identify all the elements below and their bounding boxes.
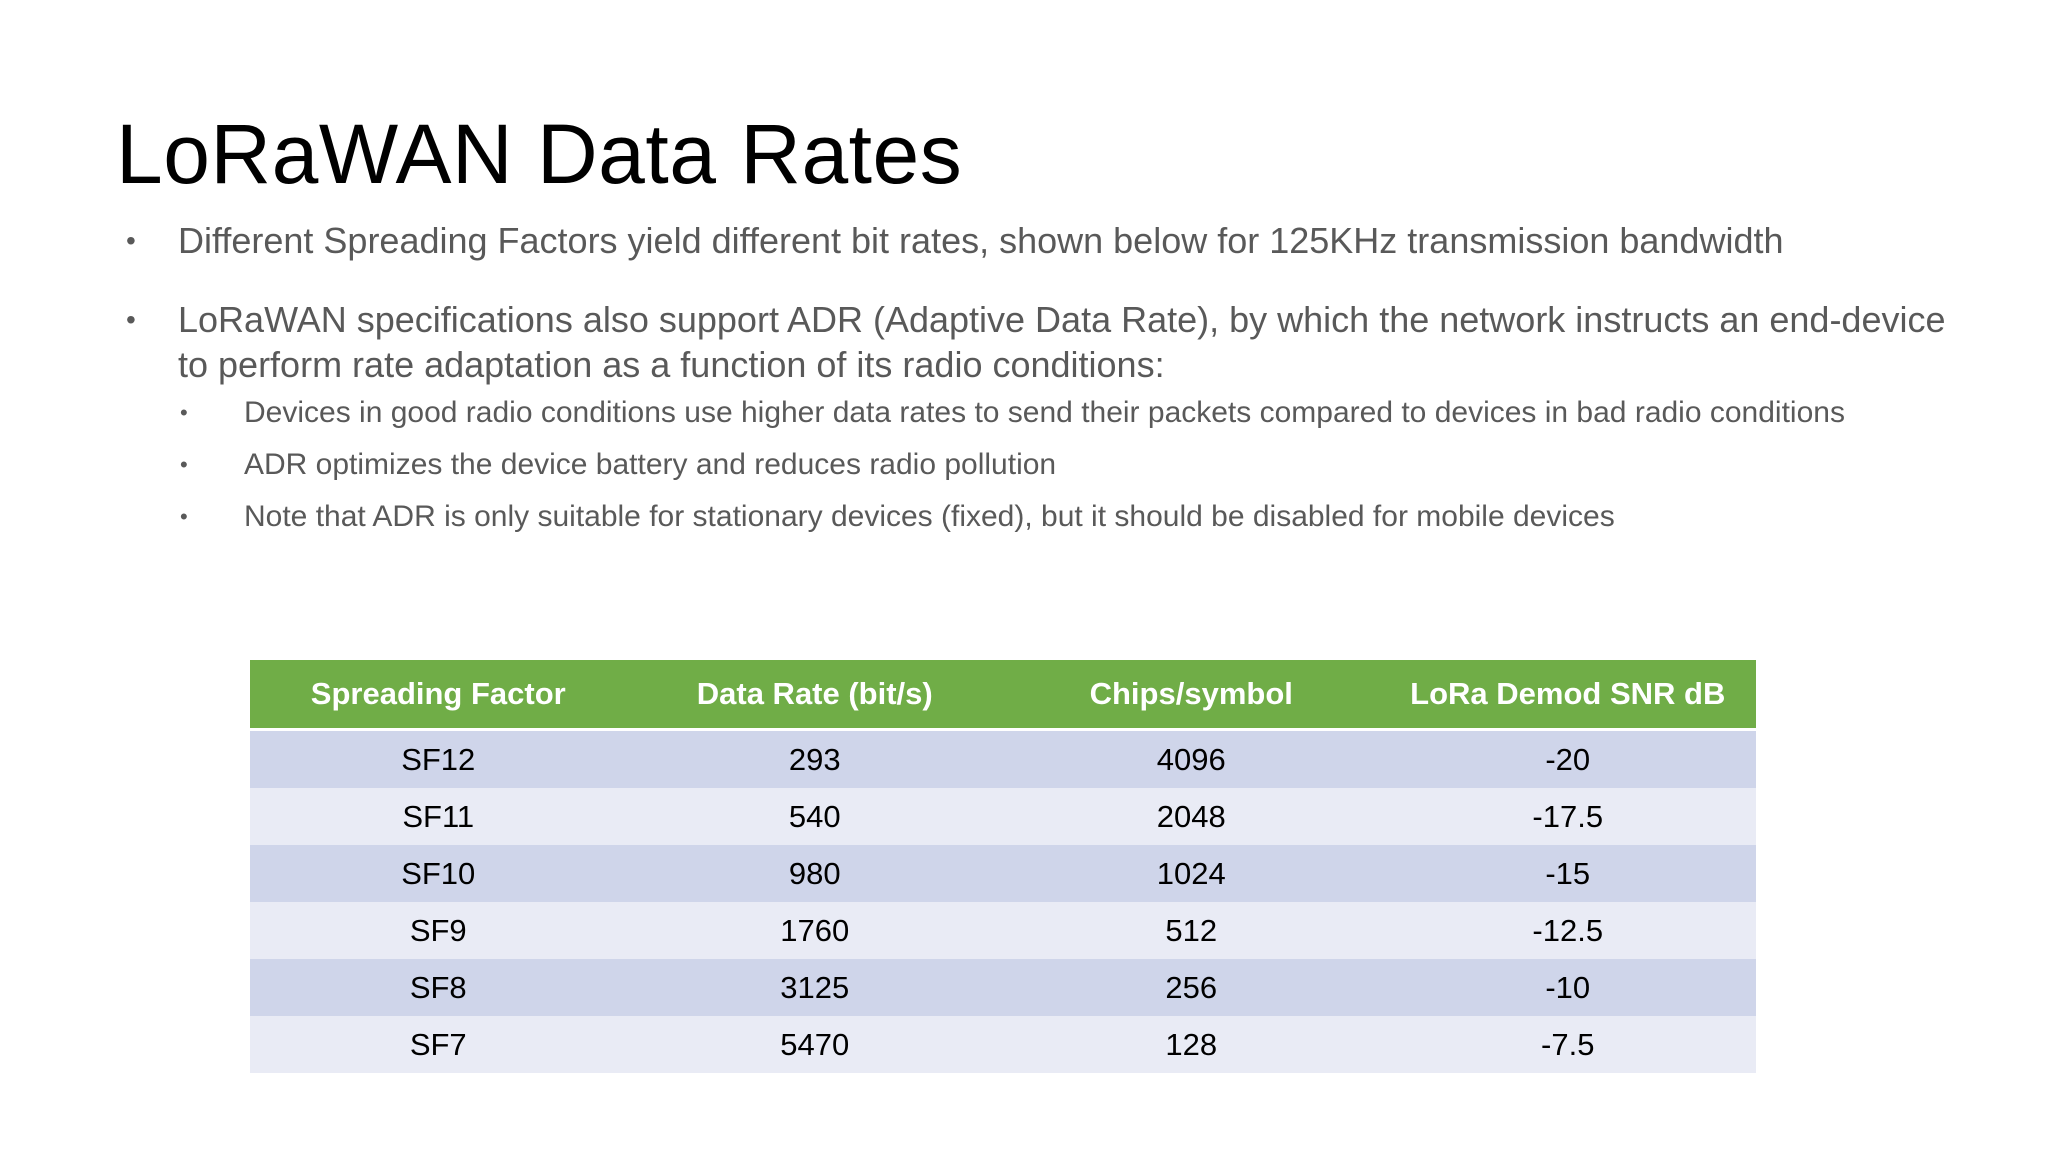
cell-snr: -7.5 <box>1379 1016 1756 1073</box>
data-rate-table: Spreading Factor Data Rate (bit/s) Chips… <box>250 660 1756 1073</box>
cell-chips-symbol: 2048 <box>1003 788 1380 845</box>
cell-snr: -20 <box>1379 729 1756 788</box>
table-row: SF9 1760 512 -12.5 <box>250 902 1756 959</box>
cell-data-rate: 293 <box>626 729 1003 788</box>
sub-bullet-text: Note that ADR is only suitable for stati… <box>244 500 1615 533</box>
sub-bullet-item: • Note that ADR is only suitable for sta… <box>178 497 1980 537</box>
sub-bullet-text: Devices in good radio conditions use hig… <box>244 396 1845 429</box>
cell-snr: -15 <box>1379 845 1756 902</box>
cell-chips-symbol: 512 <box>1003 902 1380 959</box>
header-snr: LoRa Demod SNR dB <box>1379 660 1756 731</box>
bullet-item: • Different Spreading Factors yield diff… <box>120 218 1980 263</box>
cell-chips-symbol: 256 <box>1003 959 1380 1016</box>
cell-chips-symbol: 128 <box>1003 1016 1380 1073</box>
bullet-icon: • <box>180 452 188 477</box>
cell-snr: -17.5 <box>1379 788 1756 845</box>
cell-spreading-factor: SF8 <box>250 959 627 1016</box>
header-data-rate: Data Rate (bit/s) <box>626 660 1003 731</box>
bullet-text: Different Spreading Factors yield differ… <box>178 220 1784 261</box>
cell-snr: -10 <box>1379 959 1756 1016</box>
sub-bullet-item: • ADR optimizes the device battery and r… <box>178 445 1980 485</box>
sub-bullet-item: • Devices in good radio conditions use h… <box>178 393 1980 433</box>
cell-spreading-factor: SF9 <box>250 902 627 959</box>
table-row: SF8 3125 256 -10 <box>250 959 1756 1016</box>
bullet-icon: • <box>180 400 188 425</box>
cell-data-rate: 540 <box>626 788 1003 845</box>
bullet-item: • LoRaWAN specifications also support AD… <box>120 297 1980 537</box>
table-row: SF12 293 4096 -20 <box>250 729 1756 788</box>
table-row: SF7 5470 128 -7.5 <box>250 1016 1756 1073</box>
table-row: SF10 980 1024 -15 <box>250 845 1756 902</box>
table-row: SF11 540 2048 -17.5 <box>250 788 1756 845</box>
cell-data-rate: 1760 <box>626 902 1003 959</box>
bullet-text: LoRaWAN specifications also support ADR … <box>178 299 1946 385</box>
cell-spreading-factor: SF11 <box>250 788 627 845</box>
cell-spreading-factor: SF10 <box>250 845 627 902</box>
bullet-icon: • <box>180 504 188 529</box>
header-spreading-factor: Spreading Factor <box>250 660 627 731</box>
cell-data-rate: 5470 <box>626 1016 1003 1073</box>
table-header-row: Spreading Factor Data Rate (bit/s) Chips… <box>250 660 1756 731</box>
sub-bullet-list: • Devices in good radio conditions use h… <box>178 393 1980 537</box>
cell-spreading-factor: SF12 <box>250 729 627 788</box>
cell-data-rate: 3125 <box>626 959 1003 1016</box>
bullet-list: • Different Spreading Factors yield diff… <box>120 218 1980 571</box>
cell-snr: -12.5 <box>1379 902 1756 959</box>
cell-spreading-factor: SF7 <box>250 1016 627 1073</box>
bullet-icon: • <box>126 304 136 335</box>
slide-title: LoRaWAN Data Rates <box>116 107 963 201</box>
cell-chips-symbol: 1024 <box>1003 845 1380 902</box>
cell-chips-symbol: 4096 <box>1003 729 1380 788</box>
data-rate-table-container: Spreading Factor Data Rate (bit/s) Chips… <box>250 660 1756 1073</box>
cell-data-rate: 980 <box>626 845 1003 902</box>
sub-bullet-text: ADR optimizes the device battery and red… <box>244 448 1057 481</box>
header-chips-symbol: Chips/symbol <box>1003 660 1380 731</box>
bullet-icon: • <box>126 225 136 256</box>
